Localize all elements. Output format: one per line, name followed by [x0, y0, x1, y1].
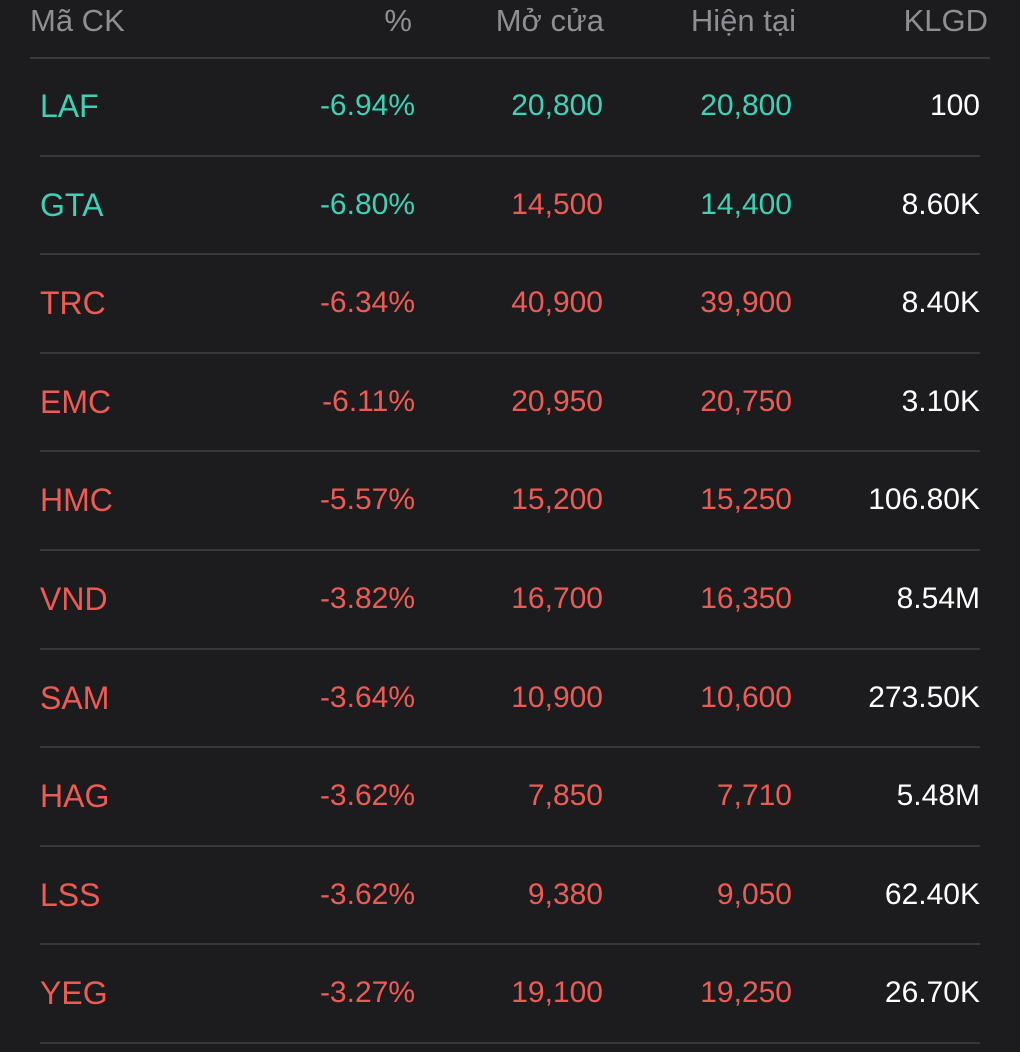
header-divider: [30, 57, 990, 59]
row-divider: [40, 647, 980, 650]
trading-volume: 273.50K: [868, 680, 980, 714]
table-row[interactable]: HMC -5.57% 15,200 15,250 106.80K: [0, 452, 1020, 551]
column-header-percent[interactable]: %: [384, 3, 412, 38]
current-price: 9,050: [716, 877, 792, 911]
column-header-volume[interactable]: KLGD: [903, 3, 988, 38]
trading-volume: 26.70K: [884, 976, 980, 1010]
percent-change: -3.62%: [319, 877, 415, 911]
open-price: 19,100: [511, 976, 603, 1010]
column-header-open[interactable]: Mở cửa: [495, 3, 604, 38]
row-divider: [40, 844, 980, 847]
trading-volume: 8.54M: [896, 581, 980, 615]
open-price: 15,200: [511, 483, 603, 517]
stock-symbol: LSS: [40, 876, 101, 913]
table-row[interactable]: LAF -6.94% 20,800 20,800 100: [0, 58, 1020, 157]
open-price: 16,700: [511, 581, 603, 615]
row-divider: [40, 450, 980, 453]
trading-volume: 100: [929, 89, 980, 122]
table-row[interactable]: VND -3.82% 16,700 16,350 8.54M: [0, 551, 1020, 650]
table-row[interactable]: TRC -6.34% 40,900 39,900 8.40K: [0, 255, 1020, 354]
table-row[interactable]: GTA -6.80% 14,500 14,400 8.60K: [0, 157, 1020, 256]
percent-change: -6.94%: [319, 89, 415, 122]
trading-volume: 62.40K: [884, 877, 980, 911]
stock-symbol: EMC: [40, 383, 112, 420]
open-price: 20,800: [511, 89, 603, 122]
trading-volume: 106.80K: [868, 483, 980, 517]
stock-symbol: YEG: [40, 975, 108, 1012]
row-divider: [40, 253, 980, 256]
current-price: 14,400: [700, 187, 792, 221]
current-price: 16,350: [700, 581, 792, 615]
percent-change: -6.80%: [319, 187, 415, 221]
stock-symbol: TRC: [40, 285, 106, 322]
trading-volume: 3.10K: [901, 384, 980, 418]
column-header-symbol[interactable]: Mã CK: [30, 3, 125, 38]
percent-change: -6.11%: [322, 384, 415, 418]
current-price: 20,800: [700, 89, 792, 122]
current-price: 7,710: [716, 779, 792, 813]
percent-change: -3.62%: [319, 779, 415, 813]
percent-change: -6.34%: [319, 286, 415, 320]
open-price: 7,850: [527, 779, 603, 813]
current-price: 19,250: [700, 976, 792, 1010]
stock-symbol: SAM: [40, 679, 110, 716]
open-price: 10,900: [511, 680, 603, 714]
current-price: 39,900: [700, 286, 792, 320]
row-divider: [40, 943, 980, 946]
current-price: 20,750: [700, 384, 792, 418]
row-divider: [40, 746, 980, 749]
table-row[interactable]: LSS -3.62% 9,380 9,050 62.40K: [0, 847, 1020, 946]
percent-change: -3.82%: [319, 581, 415, 615]
open-price: 9,380: [527, 877, 603, 911]
current-price: 10,600: [700, 680, 792, 714]
table-row[interactable]: HAG -3.62% 7,850 7,710 5.48M: [0, 748, 1020, 847]
percent-change: -3.64%: [319, 680, 415, 714]
percent-change: -5.57%: [319, 483, 415, 517]
trading-volume: 5.48M: [896, 779, 980, 813]
stock-symbol: HMC: [40, 482, 113, 519]
row-divider: [40, 548, 980, 551]
table-row[interactable]: SAM -3.64% 10,900 10,600 273.50K: [0, 650, 1020, 749]
row-divider: [40, 351, 980, 354]
stock-symbol: VND: [40, 580, 108, 617]
column-header-current[interactable]: Hiện tại: [690, 3, 796, 38]
stock-table: LAF -6.94% 20,800 20,800 100 GTA -6.80% 14,500 1…: [0, 58, 1020, 1044]
table-row[interactable]: YEG -3.27% 19,100 19,250 26.70K: [0, 945, 1020, 1044]
current-price: 15,250: [700, 483, 792, 517]
stock-symbol: HAG: [40, 778, 110, 815]
table-row[interactable]: EMC -6.11% 20,950 20,750 3.10K: [0, 354, 1020, 453]
row-divider: [40, 1041, 980, 1044]
stock-symbol: GTA: [40, 186, 104, 223]
percent-change: -3.27%: [319, 976, 415, 1010]
trading-volume: 8.40K: [901, 286, 980, 320]
open-price: 20,950: [511, 384, 603, 418]
trading-volume: 8.60K: [901, 187, 980, 221]
row-divider: [40, 154, 980, 157]
open-price: 40,900: [511, 286, 603, 320]
table-header: Mã CK % Mở cửa Hiện tại KLGD: [0, 0, 1020, 59]
stock-symbol: LAF: [40, 88, 99, 124]
open-price: 14,500: [511, 187, 603, 221]
